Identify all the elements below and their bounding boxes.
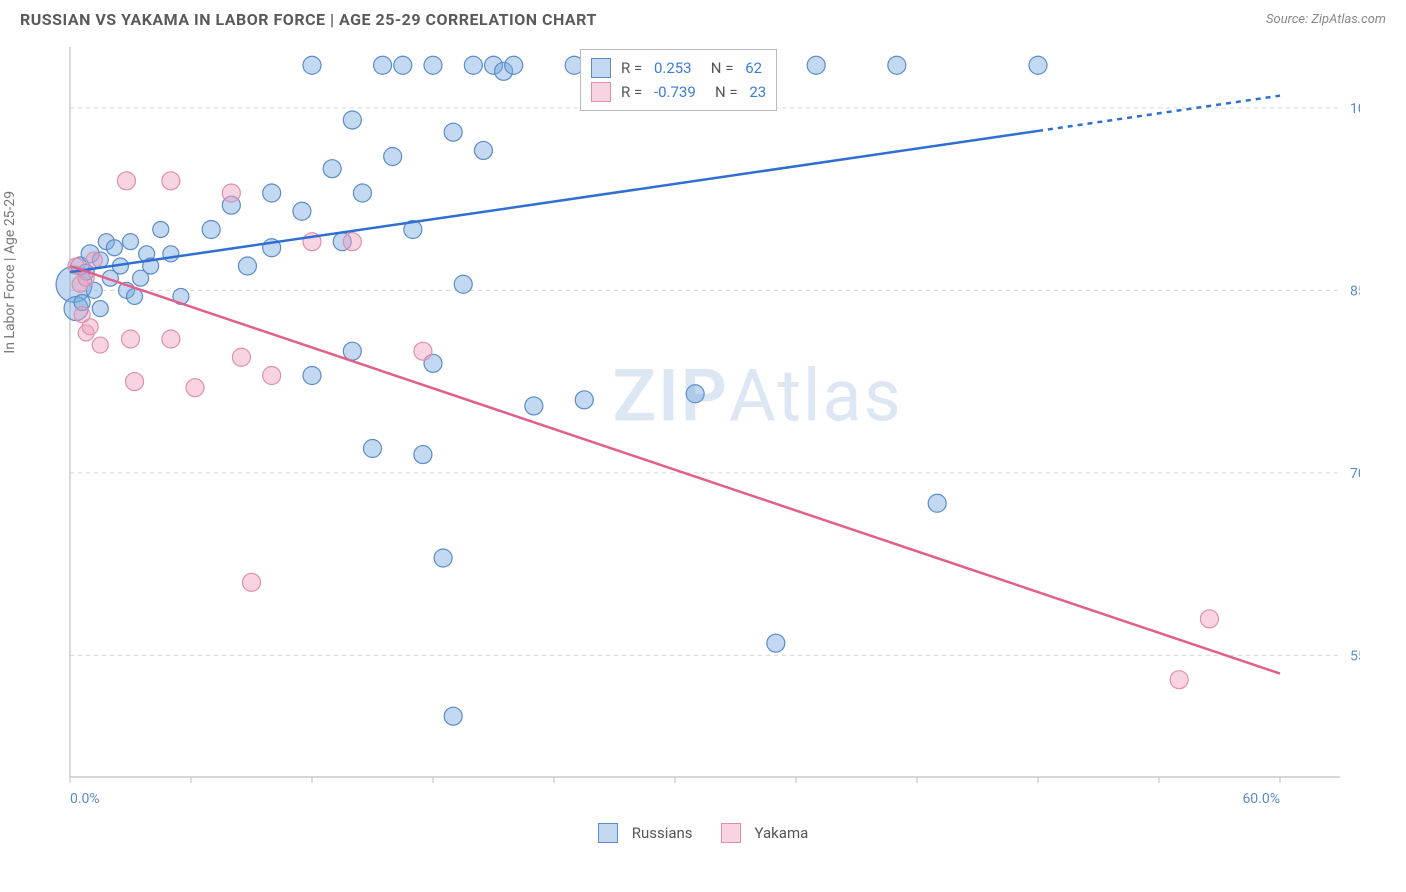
data-point (303, 367, 321, 385)
data-point (86, 252, 102, 268)
data-point (434, 549, 452, 567)
svg-text:85.0%: 85.0% (1350, 283, 1360, 299)
data-point (263, 184, 281, 202)
data-point (303, 56, 321, 74)
data-point (767, 634, 785, 652)
data-point (364, 440, 382, 458)
data-point (414, 342, 432, 360)
legend-label: Yakama (755, 824, 809, 842)
data-point (505, 56, 523, 74)
svg-text:55.0%: 55.0% (1350, 648, 1360, 664)
legend-swatch (591, 82, 611, 102)
chart-area: In Labor Force | Age 25-29 ZIPAtlas 55.0… (20, 37, 1386, 817)
data-point (454, 275, 472, 293)
data-point (82, 319, 98, 335)
data-point (1170, 671, 1188, 689)
svg-text:70.0%: 70.0% (1350, 466, 1360, 482)
legend-swatch (721, 823, 741, 843)
data-point (474, 141, 492, 159)
data-point (414, 446, 432, 464)
data-point (92, 337, 108, 353)
chart-title: RUSSIAN VS YAKAMA IN LABOR FORCE | AGE 2… (20, 10, 597, 29)
data-point (888, 56, 906, 74)
y-axis-label: In Labor Force | Age 25-29 (2, 191, 18, 354)
data-point (123, 234, 139, 250)
data-point (162, 172, 180, 190)
data-point (263, 367, 281, 385)
data-point (384, 148, 402, 166)
data-point (575, 391, 593, 409)
data-point (464, 56, 482, 74)
legend-item: Yakama (721, 823, 809, 843)
data-point (117, 172, 135, 190)
data-point (202, 221, 220, 239)
svg-text:100.0%: 100.0% (1350, 101, 1360, 117)
data-point (122, 330, 140, 348)
data-point (686, 385, 704, 403)
data-point (106, 240, 122, 256)
data-point (525, 397, 543, 415)
data-point (928, 494, 946, 512)
scatter-chart: 55.0% 70.0% 85.0% 100.0% 0.0% 60.0% (20, 37, 1360, 817)
legend-row: R = -0.739 N = 23 (591, 80, 766, 104)
data-point (807, 56, 825, 74)
data-point (323, 160, 341, 178)
data-point (444, 123, 462, 141)
data-point (424, 56, 442, 74)
correlation-legend: R = 0.253 N = 62R = -0.739 N = 23 (580, 49, 777, 111)
data-point (126, 373, 144, 391)
data-point (243, 573, 261, 591)
svg-text:0.0%: 0.0% (70, 791, 100, 807)
series-legend: Russians Yakama (0, 823, 1406, 843)
data-point (353, 184, 371, 202)
legend-item: Russians (598, 823, 693, 843)
header: RUSSIAN VS YAKAMA IN LABOR FORCE | AGE 2… (0, 0, 1406, 37)
data-point (444, 707, 462, 725)
data-point (162, 330, 180, 348)
data-point (343, 342, 361, 360)
data-point (92, 301, 108, 317)
legend-swatch (598, 823, 618, 843)
data-point (186, 379, 204, 397)
data-point (153, 222, 169, 238)
data-point (343, 111, 361, 129)
legend-label: Russians (632, 824, 693, 842)
legend-row: R = 0.253 N = 62 (591, 56, 766, 80)
data-point (343, 233, 361, 251)
regression-line-ext (1038, 96, 1280, 131)
legend-swatch (591, 58, 611, 78)
data-point (232, 348, 250, 366)
data-point (1200, 610, 1218, 628)
chart-source: Source: ZipAtlas.com (1266, 12, 1386, 27)
data-point (293, 202, 311, 220)
data-point (374, 56, 392, 74)
data-point (222, 184, 240, 202)
data-point (238, 257, 256, 275)
data-point (394, 56, 412, 74)
svg-text:60.0%: 60.0% (1242, 791, 1280, 807)
data-point (1029, 56, 1047, 74)
regression-line (70, 266, 1280, 674)
regression-line (70, 131, 1038, 272)
